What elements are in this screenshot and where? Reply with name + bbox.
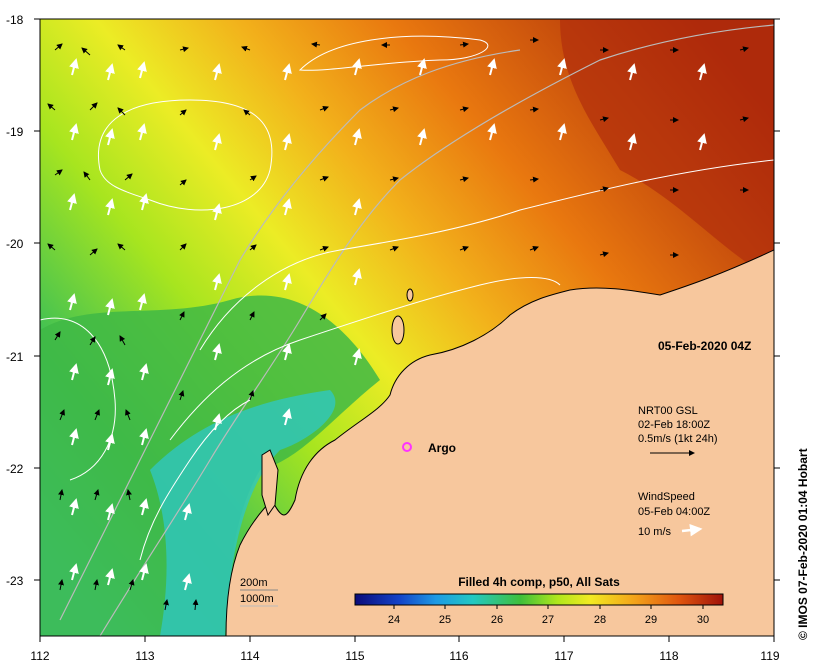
colorbar-tick-label: 26 bbox=[491, 614, 503, 626]
lat-tick-label: -21 bbox=[6, 350, 24, 364]
land-mass bbox=[225, 249, 774, 636]
current-legend: NRT00 GSL 02-Feb 18:00Z 0.5m/s (1kt 24h) bbox=[638, 405, 717, 456]
wind-legend-line1: WindSpeed bbox=[638, 491, 695, 503]
wind-vectors bbox=[67, 58, 707, 591]
current-legend-line3: 0.5m/s (1kt 24h) bbox=[638, 433, 717, 445]
colorbar-gradient bbox=[354, 593, 724, 606]
wind-legend-line3: 10 m/s bbox=[638, 526, 672, 538]
lon-tick-label: 115 bbox=[345, 649, 364, 663]
lat-tick-label: -18 bbox=[6, 13, 24, 27]
lon-tick-label: 116 bbox=[449, 649, 468, 663]
lat-axis bbox=[34, 18, 780, 581]
depth-legend-200m: 200m bbox=[240, 577, 268, 589]
current-legend-line2: 02-Feb 18:00Z bbox=[638, 419, 710, 431]
depth-legend-1000m: 1000m bbox=[240, 593, 274, 605]
lon-tick-label: 114 bbox=[240, 649, 259, 663]
lon-tick-label: 112 bbox=[30, 649, 49, 663]
wind-legend: WindSpeed 05-Feb 04:00Z 10 m/s bbox=[638, 491, 710, 538]
current-vectors bbox=[47, 37, 749, 611]
current-legend-line1: NRT00 GSL bbox=[638, 405, 698, 417]
lat-tick-label: -20 bbox=[6, 237, 24, 251]
map-timestamp: 05-Feb-2020 04Z bbox=[658, 339, 751, 353]
plot-frame bbox=[39, 18, 775, 637]
lat-tick-label: -23 bbox=[6, 574, 24, 588]
lat-tick-label: -19 bbox=[6, 125, 24, 139]
argo-label: Argo bbox=[428, 441, 456, 455]
lat-tick-label: -22 bbox=[6, 462, 24, 476]
colorbar-tick-label: 30 bbox=[697, 614, 709, 626]
credit-text: © IMOS 07-Feb-2020 01:04 Hobart bbox=[796, 448, 810, 640]
colorbar-tick-label: 28 bbox=[594, 614, 606, 626]
colorbar-tick-label: 25 bbox=[439, 614, 451, 626]
colorbar-title: Filled 4h comp, p50, All Sats bbox=[458, 575, 620, 589]
lon-axis bbox=[39, 636, 775, 642]
colorbar-tick-label: 29 bbox=[645, 614, 657, 626]
lon-tick-label: 119 bbox=[760, 649, 779, 663]
lon-tick-label: 113 bbox=[135, 649, 154, 663]
colorbar: Filled 4h comp, p50, All Sats 24 25 26 2… bbox=[354, 575, 724, 626]
argo-marker: Argo bbox=[402, 441, 456, 455]
wind-scale-arrow-icon bbox=[681, 523, 703, 537]
wind-legend-line2: 05-Feb 04:00Z bbox=[638, 506, 710, 518]
lon-tick-label: 117 bbox=[554, 649, 573, 663]
lon-tick-label: 118 bbox=[659, 649, 678, 663]
depth-legend: 200m 1000m bbox=[240, 577, 278, 607]
plot-area bbox=[40, 19, 774, 636]
colorbar-tick-label: 24 bbox=[388, 614, 400, 626]
colorbar-tick-label: 27 bbox=[542, 614, 554, 626]
argo-float-icon bbox=[402, 442, 412, 452]
